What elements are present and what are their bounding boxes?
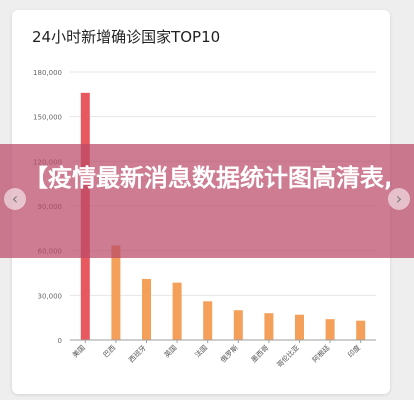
x-tick-label: 西班牙: [127, 343, 148, 364]
x-tick-label: 英国: [162, 343, 178, 359]
x-tick-label: 墨西哥: [250, 344, 271, 365]
x-tick-label: 俄罗斯: [219, 343, 240, 364]
x-tick-label: 巴西: [102, 344, 118, 360]
next-arrow-icon[interactable]: ›: [388, 188, 410, 210]
x-axis-ticks: 美国 巴西 西班牙 英国 法国 俄罗斯 墨西哥 哥伦比亚 阿根廷 印度: [70, 340, 362, 369]
y-tick-label: 150,000: [33, 114, 62, 122]
x-tick-label: 哥伦比亚: [275, 343, 301, 369]
y-tick-label: 30,000: [38, 292, 63, 300]
bar: [295, 314, 304, 340]
bar: [111, 245, 121, 340]
bar: [233, 310, 243, 340]
watermark-banner: 【疫情最新消息数据统计图高清表,疫情最: [0, 144, 414, 258]
x-tick-label: 印度: [346, 343, 362, 359]
bar: [142, 278, 151, 340]
x-tick-label: 阿根廷: [310, 343, 331, 364]
bar: [172, 282, 182, 340]
bar: [203, 301, 213, 340]
bar: [356, 320, 366, 340]
y-tick-label: 0: [58, 337, 62, 345]
bar: [325, 319, 335, 340]
x-tick-label: 美国: [70, 343, 86, 359]
bar: [264, 313, 274, 340]
chart-title: 24小时新增确诊国家TOP10: [32, 28, 221, 46]
prev-arrow-icon[interactable]: ‹: [4, 188, 26, 210]
banner-text: 【疫情最新消息数据统计图高清表,疫情最: [24, 164, 390, 192]
y-tick-label: 180,000: [33, 69, 62, 77]
x-tick-label: 法国: [193, 343, 209, 359]
